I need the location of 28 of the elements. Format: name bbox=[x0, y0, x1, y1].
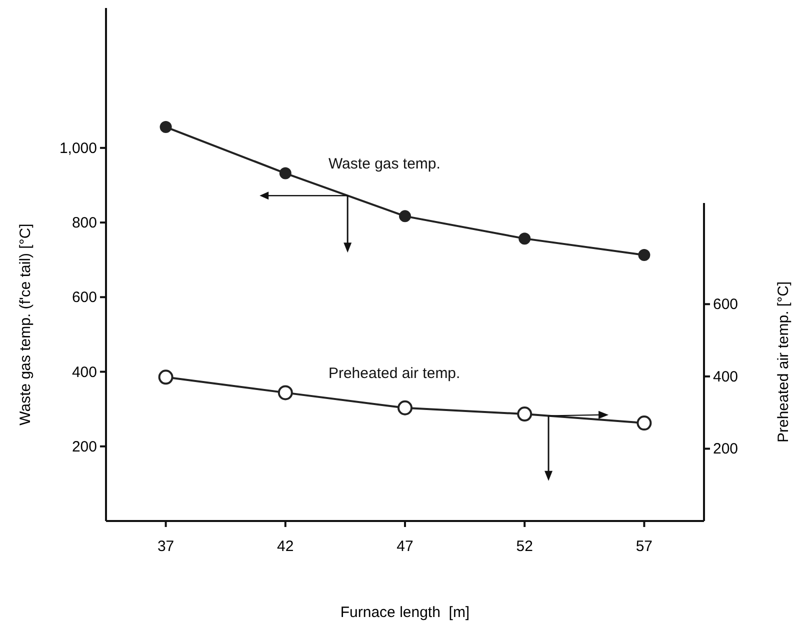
y-tick-label: 800 bbox=[72, 214, 97, 232]
series-label: Preheated air temp. bbox=[328, 365, 460, 382]
y2-tick-label: 600 bbox=[713, 296, 738, 314]
y-tick-label: 200 bbox=[72, 438, 97, 456]
x-tick-label: 52 bbox=[516, 538, 533, 555]
y2-tick-label: 400 bbox=[713, 368, 738, 386]
x-tick-label: 37 bbox=[157, 538, 174, 555]
point bbox=[398, 400, 412, 416]
point bbox=[638, 248, 650, 261]
point bbox=[518, 232, 531, 245]
y-axis-title: Waste gas temp. (f'ce tail) [°C] bbox=[17, 224, 34, 426]
point bbox=[278, 385, 293, 400]
point bbox=[160, 121, 172, 134]
x-axis-title: Furnace length [m] bbox=[340, 604, 470, 621]
y-tick-label: 600 bbox=[72, 289, 97, 306]
point bbox=[158, 370, 174, 385]
series-label: Waste gas temp. bbox=[328, 156, 440, 173]
x-tick-label: 47 bbox=[396, 538, 414, 555]
y-tick-label: 400 bbox=[72, 364, 97, 381]
x-tick-label: 57 bbox=[636, 538, 653, 555]
point bbox=[636, 416, 652, 431]
point bbox=[517, 406, 532, 422]
y2-axis-title: Preheated air temp. [°C] bbox=[775, 281, 792, 443]
point bbox=[279, 167, 292, 180]
y-tick-label: 1,000 bbox=[59, 140, 97, 157]
point bbox=[399, 210, 411, 222]
x-tick-label: 42 bbox=[277, 538, 294, 555]
y2-tick-label: 200 bbox=[713, 440, 738, 458]
